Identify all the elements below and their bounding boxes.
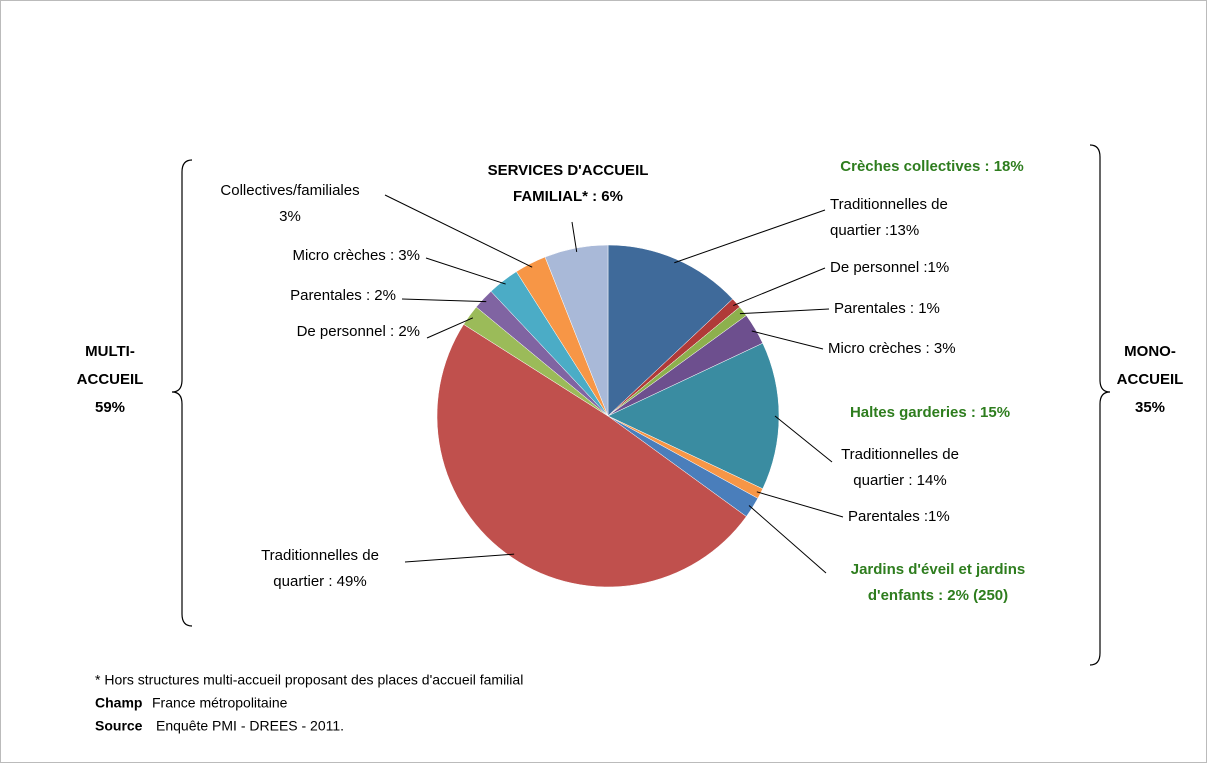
slice-label: Traditionnelles de xyxy=(841,446,959,463)
leader-line xyxy=(674,209,826,264)
slice-label: d'enfants : 2% (250) xyxy=(868,587,1008,604)
leader-line xyxy=(748,505,827,574)
slice-label: Jardins d'éveil et jardins xyxy=(851,561,1025,578)
annotation: Crèches collectives : 18% xyxy=(840,158,1023,175)
slice-label: quartier : 49% xyxy=(273,573,366,590)
left-brace xyxy=(171,159,193,627)
leader-line xyxy=(774,415,833,463)
slice-label: Parentales :1% xyxy=(848,508,950,525)
pie-slice xyxy=(607,244,734,417)
leader-line xyxy=(733,267,826,307)
group-label: 35% xyxy=(1135,399,1165,416)
slice-label: Traditionnelles de xyxy=(830,196,948,213)
pie-slice xyxy=(436,324,747,588)
slice-label: Parentales : 2% xyxy=(290,287,396,304)
annotation: Haltes garderies : 15% xyxy=(850,404,1010,421)
slice-label: Micro crèches : 3% xyxy=(292,247,420,264)
group-label: ACCUEIL xyxy=(1117,371,1184,388)
leader-line xyxy=(384,194,533,268)
leader-line xyxy=(426,317,474,339)
source-key: Source xyxy=(95,718,143,734)
leader-line xyxy=(404,553,515,563)
group-label: ACCUEIL xyxy=(77,371,144,388)
source-text: France métropolitaine xyxy=(152,695,288,711)
leader-line xyxy=(401,298,487,303)
leader-line xyxy=(739,308,830,315)
group-label: MONO- xyxy=(1124,343,1176,360)
source-text: Enquête PMI - DREES - 2011. xyxy=(156,718,344,734)
slice-label: quartier : 14% xyxy=(853,472,946,489)
right-brace xyxy=(1089,144,1111,666)
slice-label: Collectives/familiales xyxy=(220,182,359,199)
leader-line xyxy=(425,257,506,285)
slice-label: Parentales : 1% xyxy=(834,300,940,317)
group-label: MULTI- xyxy=(85,343,135,360)
source-key: Champ xyxy=(95,695,142,711)
slice-label: FAMILIAL* : 6% xyxy=(513,188,623,205)
leader-line xyxy=(571,221,578,253)
slice-label: quartier :13% xyxy=(830,222,919,239)
leader-line xyxy=(756,491,844,518)
group-label: 59% xyxy=(95,399,125,416)
slice-label: SERVICES D'ACCUEIL xyxy=(488,162,649,179)
slice-label: Micro crèches : 3% xyxy=(828,340,956,357)
slice-label: 3% xyxy=(279,208,301,225)
pie-slice xyxy=(607,342,780,490)
slice-label: Traditionnelles de xyxy=(261,547,379,564)
slice-label: De personnel : 2% xyxy=(297,323,420,340)
slice-label: De personnel :1% xyxy=(830,259,949,276)
note: * Hors structures multi-accueil proposan… xyxy=(95,672,523,688)
leader-line xyxy=(751,330,824,350)
